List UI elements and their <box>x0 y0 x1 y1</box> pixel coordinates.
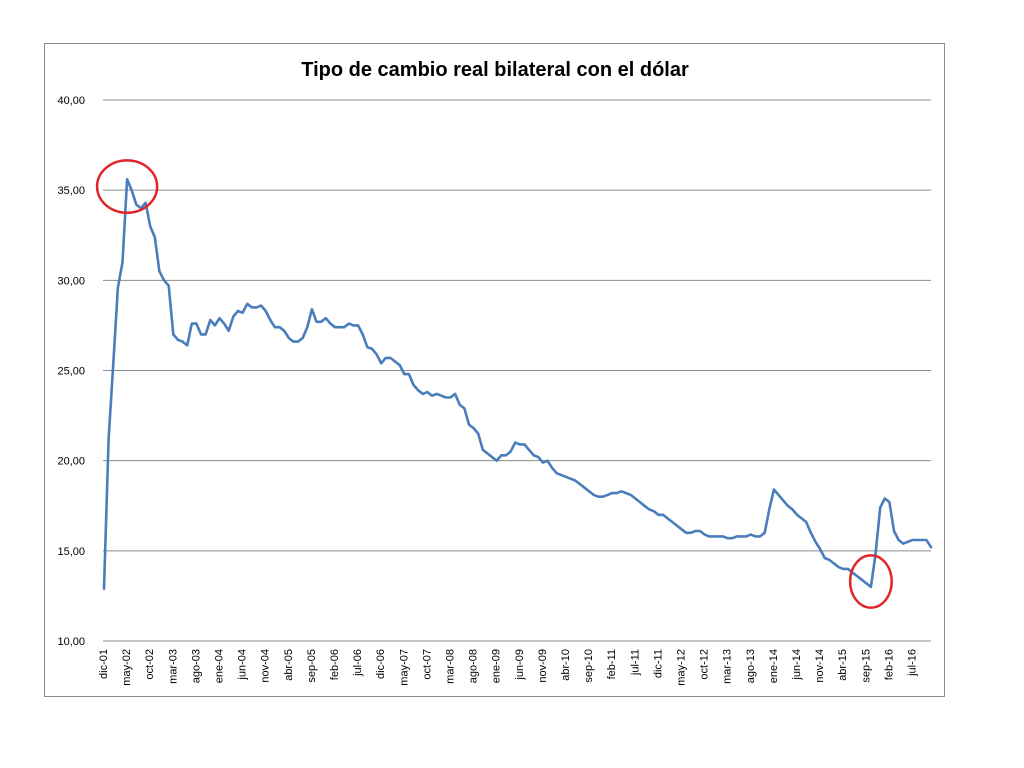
x-tick-label: dic-01 <box>98 649 110 679</box>
y-tick-label: 40,00 <box>57 95 85 107</box>
x-tick-label: jul-06 <box>352 649 364 677</box>
highlight-circle <box>95 159 159 214</box>
x-tick-label: abr-15 <box>837 649 849 681</box>
x-tick-label: jun-14 <box>791 649 803 681</box>
x-tick-label: jun-09 <box>514 649 526 681</box>
y-tick-label: 15,00 <box>57 546 85 558</box>
x-tick-label: oct-02 <box>144 649 156 680</box>
x-tick-label: sep-05 <box>306 649 318 683</box>
gridlines <box>103 99 931 642</box>
x-tick-label: ene-04 <box>214 649 226 683</box>
x-tick-label: mar-08 <box>445 649 457 684</box>
x-tick-label: may-02 <box>121 649 133 686</box>
x-tick-label: feb-06 <box>329 649 341 680</box>
y-tick-label: 30,00 <box>57 275 85 287</box>
y-tick-label: 25,00 <box>57 366 85 378</box>
x-tick-label: mar-13 <box>722 649 734 684</box>
highlight-circle <box>848 554 893 609</box>
series-line <box>102 178 933 591</box>
y-axis-tick-labels: 10,00 15,00 20,00 25,00 30,00 35,00 40,00 <box>57 95 85 648</box>
x-tick-label: may-12 <box>676 649 688 686</box>
x-tick-label: abr-05 <box>283 649 295 681</box>
x-tick-label: ago-03 <box>190 649 202 683</box>
x-tick-label: ene-09 <box>491 649 503 683</box>
chart-frame: Tipo de cambio real bilateral con el dól… <box>44 43 945 697</box>
y-tick-label: 35,00 <box>57 185 85 197</box>
x-tick-label: jun-04 <box>237 649 249 681</box>
x-tick-label: jul-11 <box>629 649 641 676</box>
series-layer <box>102 178 933 591</box>
annotation-layer <box>95 159 893 609</box>
x-tick-label: may-07 <box>398 649 410 686</box>
x-tick-label: nov-14 <box>814 649 826 683</box>
x-tick-label: mar-03 <box>167 649 179 684</box>
x-tick-label: feb-16 <box>883 649 895 680</box>
x-tick-label: jul-16 <box>907 649 919 677</box>
x-tick-label: oct-07 <box>421 649 433 680</box>
x-tick-label: abr-10 <box>560 649 572 681</box>
x-tick-label: oct-12 <box>699 649 711 680</box>
x-tick-label: dic-06 <box>375 649 387 679</box>
x-tick-label: nov-09 <box>537 649 549 683</box>
x-tick-label: nov-04 <box>260 649 272 683</box>
y-tick-label: 20,00 <box>57 456 85 468</box>
x-tick-label: ago-13 <box>745 649 757 683</box>
x-tick-label: ene-14 <box>768 649 780 683</box>
x-tick-label: ago-08 <box>468 649 480 683</box>
x-tick-label: feb-11 <box>606 649 618 679</box>
x-tick-label: dic-11 <box>652 649 664 678</box>
x-tick-label: sep-10 <box>583 649 595 683</box>
x-axis-tick-labels: dic-01 may-02 oct-02 mar-03 ago-03 ene-04 jun-… <box>98 649 919 686</box>
line-chart: Tipo de cambio real bilateral con el dól… <box>57 59 933 686</box>
x-tick-label: sep-15 <box>860 649 872 683</box>
y-tick-label: 10,00 <box>57 636 85 648</box>
chart-title: Tipo de cambio real bilateral con el dól… <box>301 59 689 81</box>
